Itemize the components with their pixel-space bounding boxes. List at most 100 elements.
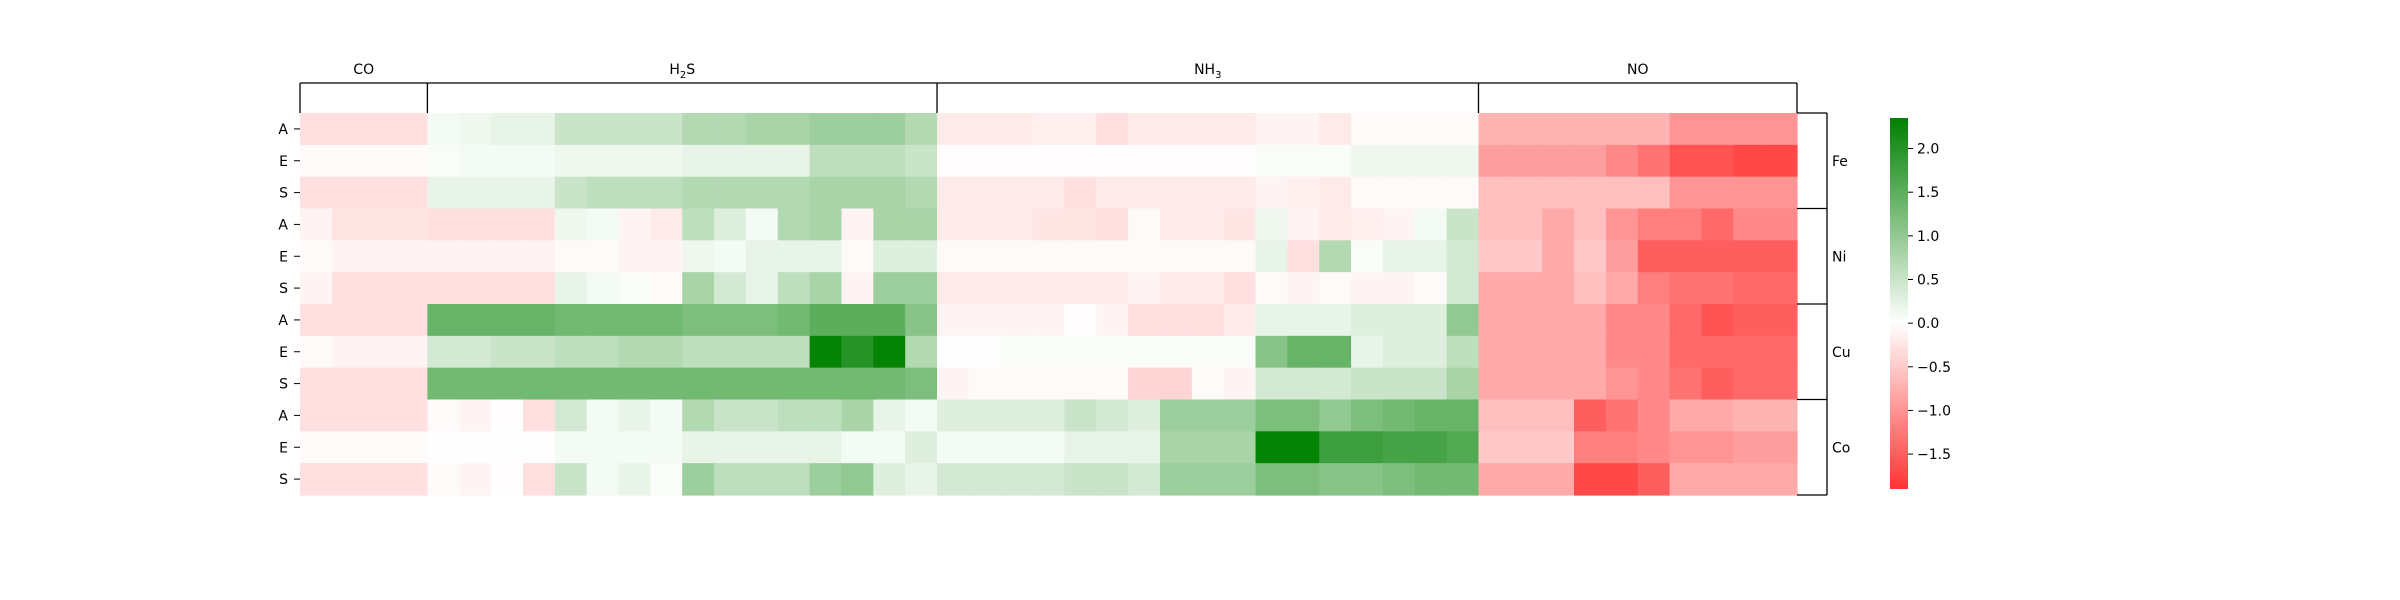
heatmap-cell xyxy=(1574,463,1607,496)
heatmap-cell xyxy=(1287,335,1320,369)
heatmap-cell xyxy=(1319,272,1352,305)
heatmap-cell xyxy=(1574,208,1607,241)
heatmap-cell xyxy=(1319,176,1352,210)
heatmap-cell xyxy=(873,304,906,337)
heatmap-cell xyxy=(682,144,715,178)
heatmap-cell xyxy=(1382,399,1416,432)
heatmap-cell xyxy=(1319,399,1352,432)
heatmap-cell xyxy=(1542,144,1575,178)
heatmap-cell xyxy=(714,272,747,305)
heatmap-cell xyxy=(777,144,811,178)
heatmap-cell xyxy=(1733,272,1766,305)
heatmap-cell xyxy=(809,304,843,337)
heatmap-cell xyxy=(1351,431,1384,464)
heatmap-cell xyxy=(777,240,811,273)
heatmap-cell xyxy=(1159,463,1193,496)
heatmap-cell xyxy=(1159,144,1193,178)
heatmap-cell xyxy=(745,208,779,241)
heatmap-cell xyxy=(1287,431,1320,464)
heatmap-cell xyxy=(1255,272,1288,305)
heatmap-cell xyxy=(1191,335,1225,369)
heatmap-cell xyxy=(427,399,460,432)
heatmap-cell xyxy=(841,240,874,273)
heatmap-cell xyxy=(1000,304,1034,337)
heatmap-cell xyxy=(714,144,747,178)
heatmap-cell xyxy=(363,176,397,210)
heatmap-cell xyxy=(1191,144,1225,178)
heatmap-cell xyxy=(1096,399,1129,432)
heatmap-cell xyxy=(1382,240,1416,273)
heatmap-cell xyxy=(1000,176,1034,210)
heatmap-cell xyxy=(1637,335,1671,369)
heatmap-cell xyxy=(586,176,620,210)
heatmap-cell xyxy=(841,463,874,496)
heatmap-cell xyxy=(1287,240,1320,273)
heatmap-cell xyxy=(1765,463,1798,496)
heatmap-cell xyxy=(1478,272,1511,305)
heatmap-cell xyxy=(1669,144,1703,178)
heatmap-cell xyxy=(682,272,715,305)
heatmap-cell xyxy=(1542,208,1575,241)
heatmap-cell xyxy=(714,304,747,337)
heatmap-cell xyxy=(522,367,556,401)
heatmap-cell xyxy=(1159,304,1193,337)
heatmap-cell xyxy=(618,399,651,432)
heatmap-cell xyxy=(586,304,620,337)
heatmap-cell xyxy=(1478,431,1511,464)
heatmap-cell xyxy=(809,463,843,496)
heatmap-cell xyxy=(1510,463,1543,496)
heatmap-cell xyxy=(395,304,429,337)
heatmap-cell xyxy=(1000,113,1034,146)
heatmap-cell xyxy=(1064,335,1097,369)
heatmap-cell xyxy=(714,463,747,496)
heatmap-cell xyxy=(1191,240,1225,273)
heatmap-cell xyxy=(777,208,811,241)
heatmap-cell xyxy=(363,431,397,464)
heatmap-cell xyxy=(1510,367,1543,401)
heatmap-cell xyxy=(300,176,333,210)
heatmap-cell xyxy=(1414,463,1448,496)
heatmap-cell xyxy=(1287,144,1320,178)
heatmap-cell xyxy=(1159,240,1193,273)
heatmap-cell xyxy=(1701,176,1734,210)
heatmap-cell xyxy=(809,399,843,432)
row-group-label: Fe xyxy=(1832,154,1848,170)
heatmap-cell xyxy=(905,431,938,464)
heatmap-cell xyxy=(618,240,651,273)
colorbar-tick-label: 2.0 xyxy=(1917,142,1939,158)
heatmap-cell xyxy=(1096,431,1129,464)
heatmap-cell xyxy=(300,144,333,178)
heatmap-cell xyxy=(1446,113,1480,146)
heatmap-cell xyxy=(395,431,429,464)
heatmap-cell xyxy=(618,463,651,496)
heatmap-cell xyxy=(1446,399,1480,432)
heatmap-cell xyxy=(1096,335,1129,369)
heatmap-cell xyxy=(682,399,715,432)
heatmap-cell xyxy=(1287,399,1320,432)
heatmap-cell xyxy=(618,367,651,401)
heatmap-cell xyxy=(1128,335,1161,369)
heatmap-cell xyxy=(1000,335,1034,369)
heatmap-cell xyxy=(1605,240,1639,273)
heatmap-cell xyxy=(522,463,556,496)
heatmap-cell xyxy=(586,431,620,464)
heatmap-cell xyxy=(1064,304,1097,337)
heatmap-cell xyxy=(1000,463,1034,496)
heatmap-cell xyxy=(777,272,811,305)
heatmap-cell xyxy=(300,463,333,496)
heatmap-cell xyxy=(1765,272,1798,305)
colorbar-tick-label: 0.0 xyxy=(1917,316,1939,332)
heatmap-cell xyxy=(714,113,747,146)
heatmap-cell xyxy=(968,431,1002,464)
heatmap-cell xyxy=(554,272,588,305)
heatmap-cell xyxy=(491,113,524,146)
heatmap-cell xyxy=(427,304,460,337)
heatmap-cell xyxy=(1478,113,1511,146)
heatmap-cell xyxy=(1096,176,1129,210)
heatmap-cell xyxy=(809,431,843,464)
heatmap-cell xyxy=(1000,399,1034,432)
heatmap-cell xyxy=(873,144,906,178)
row-label: A xyxy=(278,313,288,329)
heatmap-cell xyxy=(1701,304,1734,337)
heatmap-cell xyxy=(1255,240,1288,273)
